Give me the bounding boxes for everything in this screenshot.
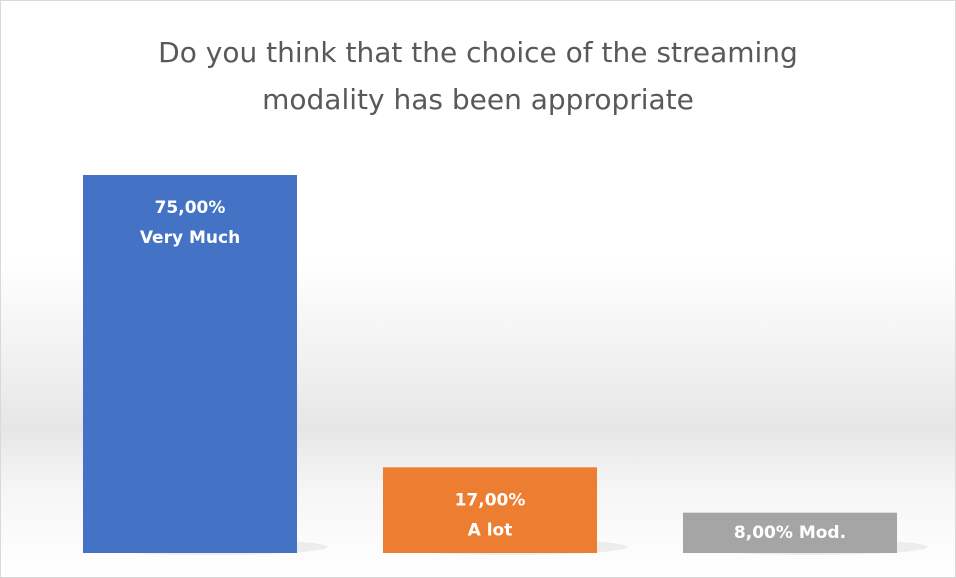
value-label: 17,00% xyxy=(455,490,526,510)
bar xyxy=(683,512,897,553)
bar-label: 8,00% Mod. xyxy=(734,523,846,543)
chart-title: Do you think that the choice of the stre… xyxy=(158,36,798,116)
bar xyxy=(383,467,597,553)
category-label: Very Much xyxy=(140,228,240,248)
category-label: A lot xyxy=(468,520,513,540)
category-label: Mod. xyxy=(799,523,846,543)
value-label: 75,00% xyxy=(155,198,226,218)
value-label: 8,00% xyxy=(734,523,793,543)
bar xyxy=(83,175,297,553)
